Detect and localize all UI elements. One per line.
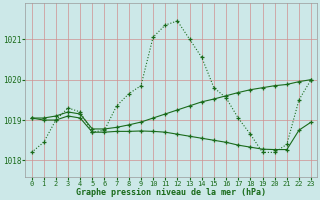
X-axis label: Graphe pression niveau de la mer (hPa): Graphe pression niveau de la mer (hPa) [76, 188, 266, 197]
